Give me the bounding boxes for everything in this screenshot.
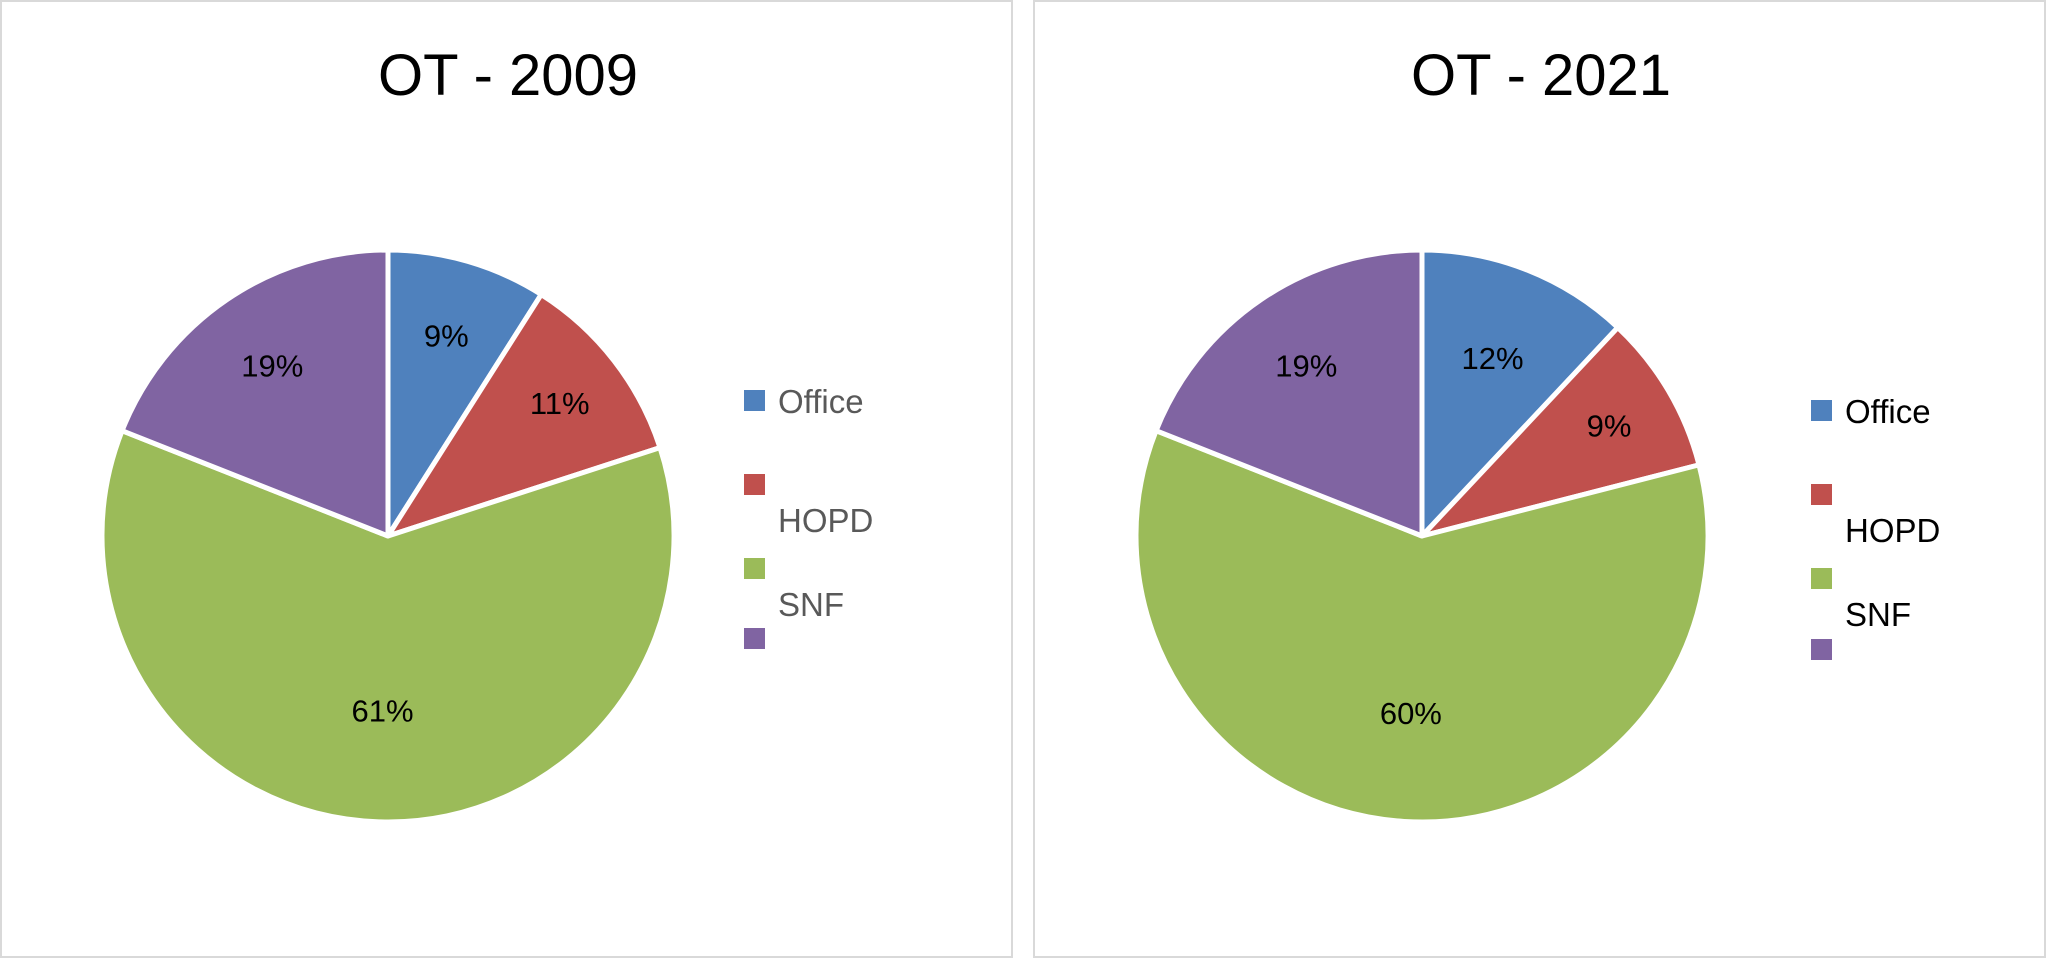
legend-label: Office	[778, 383, 864, 420]
legend-label: HOPD	[1845, 512, 1940, 549]
legend-label: Office	[1845, 393, 1931, 430]
slice-label: 11%	[530, 386, 590, 421]
pie-slice-hopd	[1419, 325, 1702, 539]
chart-panel-2021: OT - 2021 12% 9% 60% 19% Office HOPD SNF	[1033, 0, 2046, 958]
legend-label: HOPD	[778, 502, 873, 539]
pie-chart-2009: OT - 2009 9% 11% 61% 19% Office HOPD SNF	[99, 43, 873, 825]
pie-slice-office	[385, 247, 544, 539]
legend-swatch	[1811, 639, 1832, 660]
pie-slice-unlabeled	[1153, 247, 1425, 539]
pie-slice-office	[1419, 247, 1621, 539]
pie-slice-hopd	[385, 292, 663, 539]
chart-title: OT - 2009	[378, 43, 638, 108]
pie-slice-snf	[99, 428, 677, 825]
legend-swatch	[1811, 400, 1832, 421]
chart-title: OT - 2021	[1411, 43, 1671, 108]
legend: Office HOPD SNF	[1811, 393, 1940, 660]
pie-slices	[99, 247, 677, 825]
slice-labels: 9% 11% 61% 19%	[241, 319, 589, 729]
legend-label: SNF	[778, 586, 844, 623]
pie-slices	[1133, 247, 1711, 825]
legend: Office HOPD SNF	[744, 383, 873, 649]
slice-label: 9%	[1587, 408, 1632, 443]
chart-panel-2009: OT - 2009 9% 11% 61% 19% Office HOPD SNF	[0, 0, 1013, 958]
slice-label: 9%	[424, 319, 469, 354]
pie-slice-unlabeled	[119, 247, 391, 539]
slice-label: 61%	[351, 693, 413, 728]
slice-label: 19%	[1275, 349, 1337, 384]
slice-label: 19%	[241, 349, 303, 384]
legend-swatch	[1811, 484, 1832, 505]
legend-swatch	[744, 474, 765, 495]
slice-label: 60%	[1380, 696, 1442, 731]
slice-labels: 12% 9% 60% 19%	[1275, 341, 1631, 731]
legend-swatch	[744, 390, 765, 411]
pie-chart-2021: OT - 2021 12% 9% 60% 19% Office HOPD SNF	[1133, 43, 1940, 825]
slice-label: 12%	[1462, 341, 1524, 376]
legend-swatch	[1811, 568, 1832, 589]
legend-swatch	[744, 558, 765, 579]
pie-slice-snf	[1133, 428, 1711, 825]
legend-swatch	[744, 628, 765, 649]
legend-label: SNF	[1845, 596, 1911, 633]
